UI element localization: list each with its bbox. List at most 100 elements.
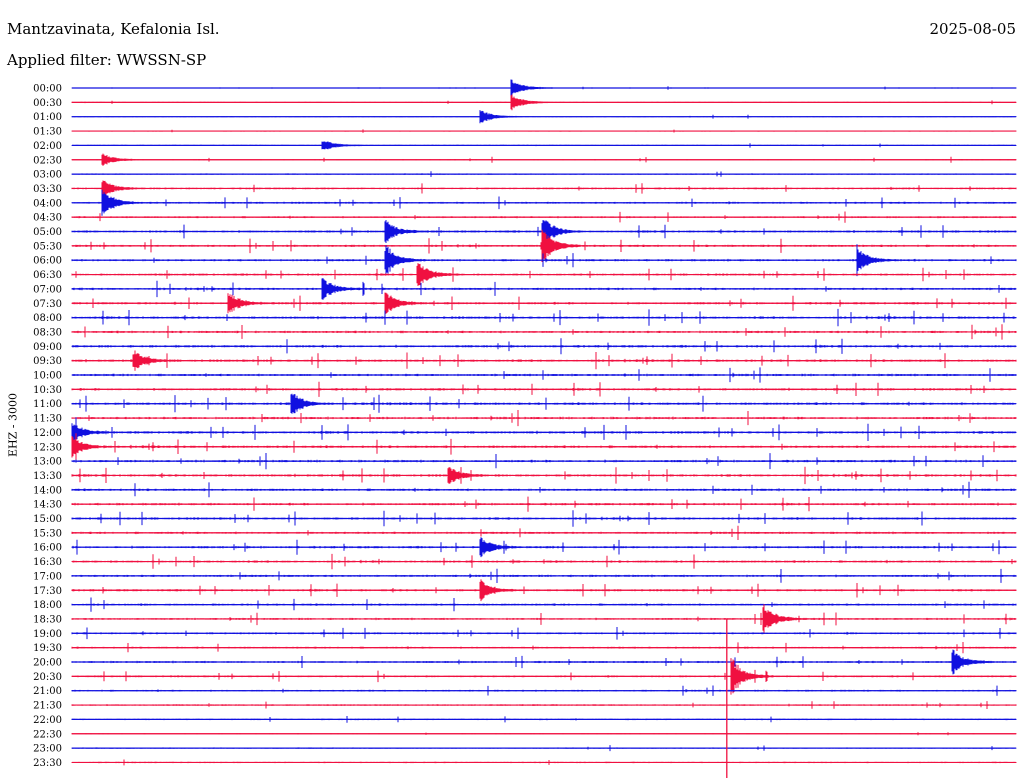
time-label: 11:00 (33, 399, 62, 410)
time-label: 22:00 (33, 715, 62, 726)
trace-row (71, 466, 1017, 485)
station-title: Mantzavinata, Kefalonia Isl. (7, 20, 220, 38)
trace-row (71, 433, 1017, 461)
time-label: 23:30 (33, 758, 62, 769)
trace-row (71, 338, 1017, 355)
trace-row (71, 716, 1017, 723)
time-label: 23:00 (33, 744, 62, 755)
time-label: 19:30 (33, 643, 62, 654)
time-label: 06:00 (33, 256, 62, 267)
time-label: 09:30 (33, 356, 62, 367)
time-label: 03:30 (33, 184, 62, 195)
trace-row (71, 658, 1017, 695)
time-label: 04:00 (33, 198, 62, 209)
time-label: 06:30 (33, 270, 62, 281)
trace-row (71, 525, 1017, 540)
trace-row (71, 129, 1017, 133)
time-label: 22:30 (33, 729, 62, 740)
time-label: 07:00 (33, 284, 62, 295)
time-label: 10:30 (33, 385, 62, 396)
time-label: 12:30 (33, 442, 62, 453)
trace-row (71, 732, 1017, 736)
trace-row (71, 410, 1017, 427)
trace-row (71, 649, 1017, 675)
time-label: 15:30 (33, 528, 62, 539)
time-label: 00:00 (33, 84, 62, 95)
time-label: 09:00 (33, 342, 62, 353)
trace-row (71, 759, 1017, 766)
trace-row (71, 189, 1017, 216)
time-label: 15:00 (33, 514, 62, 525)
time-label: 20:00 (33, 658, 62, 669)
trace-row (71, 180, 1017, 197)
trace-row (71, 604, 1017, 634)
time-label: 02:30 (33, 155, 62, 166)
time-label: 13:00 (33, 457, 62, 468)
trace-row (71, 597, 1017, 612)
time-label: 04:30 (33, 213, 62, 224)
time-label: 01:30 (33, 127, 62, 138)
time-label: 17:30 (33, 586, 62, 597)
time-label: 16:00 (33, 543, 62, 554)
trace-row (71, 481, 1017, 498)
trace-row (71, 79, 1017, 97)
trace-row (71, 308, 1017, 327)
time-label: 08:00 (33, 313, 62, 324)
trace-row (71, 220, 1017, 243)
time-label: 05:00 (33, 227, 62, 238)
time-tick-labels: 00:00 00:30 01:00 01:30 02:00 02:30 03:00 03:30… (33, 84, 62, 769)
time-label: 02:00 (33, 141, 62, 152)
time-label: 20:30 (33, 672, 62, 683)
seismic-traces (71, 79, 1017, 778)
filter-label: Applied filter: WWSSN-SP (7, 51, 207, 69)
trace-row (71, 496, 1017, 512)
trace-row (71, 393, 1017, 414)
time-label: 03:00 (33, 170, 62, 181)
trace-row (71, 453, 1017, 470)
trace-row (71, 171, 1017, 177)
time-label: 13:30 (33, 471, 62, 482)
time-label: 07:30 (33, 299, 62, 310)
time-label: 14:30 (33, 500, 62, 511)
trace-row (71, 627, 1017, 640)
trace-row (71, 324, 1017, 340)
trace-row (71, 278, 1017, 300)
time-label: 08:30 (33, 327, 62, 338)
trace-row (71, 141, 1017, 150)
time-label: 11:30 (33, 414, 62, 425)
date-label: 2025-08-05 (929, 20, 1016, 38)
trace-row (71, 350, 1017, 371)
time-label: 01:00 (33, 112, 62, 123)
time-label: 18:00 (33, 600, 62, 611)
trace-row (71, 568, 1017, 583)
time-label: 12:00 (33, 428, 62, 439)
trace-row (71, 94, 1017, 111)
trace-row (71, 685, 1017, 696)
trace-row (71, 229, 1017, 262)
time-label: 14:00 (33, 485, 62, 496)
trace-row (71, 110, 1017, 124)
trace-row (71, 292, 1017, 314)
time-label: 16:30 (33, 557, 62, 568)
time-label: 21:30 (33, 701, 62, 712)
trace-row (71, 553, 1017, 570)
time-label: 18:30 (33, 614, 62, 625)
trace-row (71, 367, 1017, 383)
time-label: 21:00 (33, 686, 62, 697)
trace-row (71, 537, 1017, 558)
time-label: 00:30 (33, 98, 62, 109)
trace-row (71, 417, 1017, 448)
trace-row (71, 642, 1017, 654)
time-label: 17:00 (33, 571, 62, 582)
trace-row (71, 244, 1017, 277)
trace-row (71, 745, 1017, 752)
trace-row (71, 263, 1017, 286)
trace-row (71, 153, 1017, 166)
time-label: 05:30 (33, 241, 62, 252)
time-label: 10:00 (33, 371, 62, 382)
trace-row (71, 211, 1017, 223)
trace-row (71, 701, 1017, 709)
trace-row (71, 579, 1017, 602)
trace-row (71, 510, 1017, 527)
